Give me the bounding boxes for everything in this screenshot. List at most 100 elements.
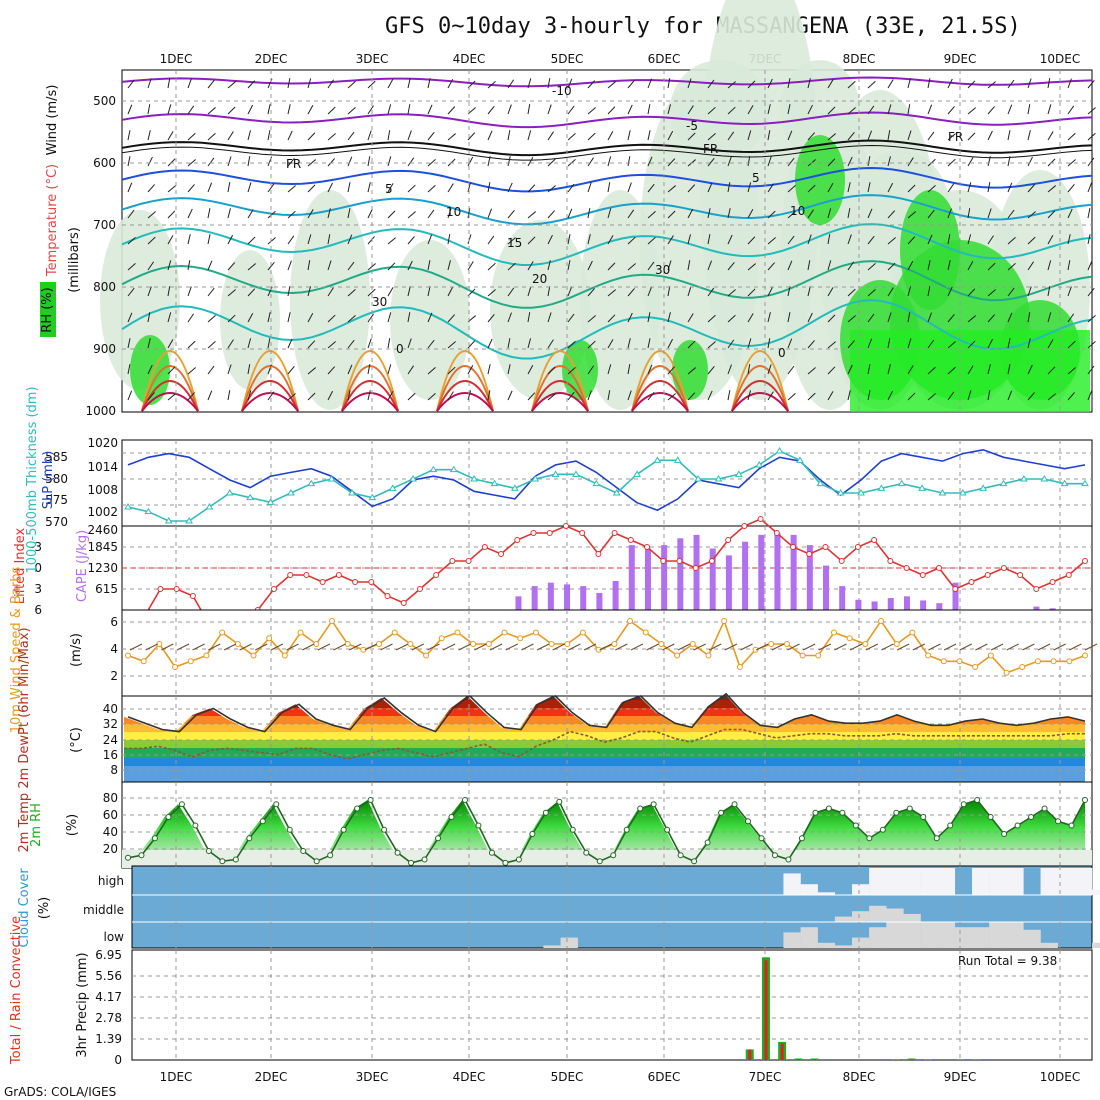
wind-speed-line-point	[940, 658, 947, 665]
rh-line-point	[273, 801, 280, 808]
wind-barb	[407, 211, 416, 219]
wind-barb	[367, 263, 376, 271]
surface-temp-contour	[731, 380, 789, 412]
wind-barb	[847, 390, 851, 401]
wind-barb	[427, 367, 436, 375]
wind-barb	[127, 263, 136, 271]
cape-bar	[1033, 606, 1040, 610]
wind-barbs	[127, 78, 1096, 401]
wind-barb	[807, 132, 816, 141]
wind-barb	[267, 210, 276, 219]
lifted-index-line-point	[579, 530, 586, 536]
wind-barb	[527, 184, 536, 193]
wind-barb	[227, 208, 231, 219]
wind-speed-line-point	[376, 641, 383, 647]
thickness-line-point	[999, 479, 1008, 487]
rh-line-point	[623, 826, 630, 833]
wind-barb	[787, 286, 791, 297]
wind-barb	[587, 80, 596, 89]
wind-barb	[987, 390, 991, 401]
lifted-index-line-point	[1082, 558, 1088, 564]
wind-barb	[227, 131, 234, 141]
wind-barb	[347, 106, 356, 115]
wind-barb	[587, 208, 591, 219]
rh-line-point	[866, 835, 873, 842]
wind-barb	[167, 104, 172, 115]
top-date-label: 6DEC	[648, 52, 681, 66]
wind-speed-line-point	[909, 629, 916, 636]
cloud-level-label: low	[104, 930, 125, 944]
rh-line-point	[435, 835, 442, 842]
temp-band	[124, 766, 1085, 782]
surface-wind-barb	[317, 643, 331, 651]
wind-barb	[567, 234, 571, 245]
surface-wind-barb	[333, 643, 346, 651]
y-tick-label: 1845	[87, 540, 118, 554]
rh-line-point	[475, 822, 482, 829]
wind-barb	[707, 234, 711, 245]
wind-barb	[327, 182, 333, 193]
cloud-low-cell	[783, 932, 801, 948]
thickness-line-point	[836, 489, 845, 496]
lifted-index-line-point	[984, 572, 991, 578]
thickness-line-point	[510, 484, 519, 491]
rh-line-point	[138, 852, 145, 859]
rh-line-point	[313, 858, 320, 865]
wind-barb	[567, 105, 575, 115]
wind-barb	[127, 287, 135, 297]
wind-barb	[1027, 78, 1032, 89]
wind-barb	[147, 364, 153, 375]
wind-barb	[927, 393, 936, 401]
wind-barb	[367, 313, 375, 323]
wind-barb	[627, 338, 631, 349]
wind-barb	[947, 183, 955, 193]
wind-barb	[707, 287, 715, 297]
wind-barb	[167, 235, 174, 245]
rh-shade	[290, 190, 370, 410]
rh-line-point	[381, 826, 388, 833]
cape-bar	[855, 599, 862, 610]
wind-speed-line-point	[956, 658, 963, 665]
wind-barb	[987, 81, 996, 89]
y-tick-label: 6	[34, 603, 42, 617]
wind-barb	[807, 260, 811, 271]
wind-barb	[207, 340, 216, 349]
contour-5	[121, 166, 1093, 193]
y-tick-label: 585	[45, 450, 68, 464]
lifted-index-line-point	[1049, 579, 1056, 585]
wind-barb	[447, 341, 456, 349]
upper-air-panel: 500 600 700 800 900 1000 -10 -5 FR FR FR 5 5 10 10 15 2…	[85, 0, 1096, 418]
wind-barb	[307, 159, 316, 167]
thickness-line-point	[897, 479, 906, 487]
wind-barb	[427, 159, 436, 167]
wind-barb	[667, 210, 676, 219]
wind-barb	[387, 130, 391, 141]
wind-barb	[507, 182, 513, 193]
wind-speed-line-point	[972, 664, 979, 670]
cape-bar	[806, 545, 813, 610]
wind-barb	[707, 133, 716, 141]
wind-barb	[627, 288, 635, 297]
wind-barb	[967, 261, 974, 271]
wind-barb	[547, 286, 551, 297]
surface-wind-barb	[223, 643, 237, 651]
wind-barb	[527, 211, 536, 219]
wind-barb	[867, 80, 876, 89]
wind-barb	[407, 130, 412, 141]
surface-wind-barb	[693, 643, 706, 651]
surface-wind-barb	[896, 643, 910, 651]
y-tick-label: 580	[45, 472, 68, 486]
wind-barb	[947, 391, 955, 401]
wind-barb	[367, 364, 371, 375]
wind-barb	[607, 235, 614, 245]
surface-temp-contour	[631, 365, 689, 412]
wind-barb	[407, 338, 412, 349]
y-tick-label: 40	[103, 702, 118, 716]
wind-speed-line-point	[705, 652, 712, 659]
wind-barb	[667, 78, 671, 89]
wind-barb	[587, 182, 592, 193]
footer-credit: GrADS: COLA/IGES	[4, 1085, 116, 1099]
surface-temp-contour	[731, 392, 789, 412]
contour-label: 10	[790, 204, 805, 218]
wind-barb	[487, 130, 493, 141]
